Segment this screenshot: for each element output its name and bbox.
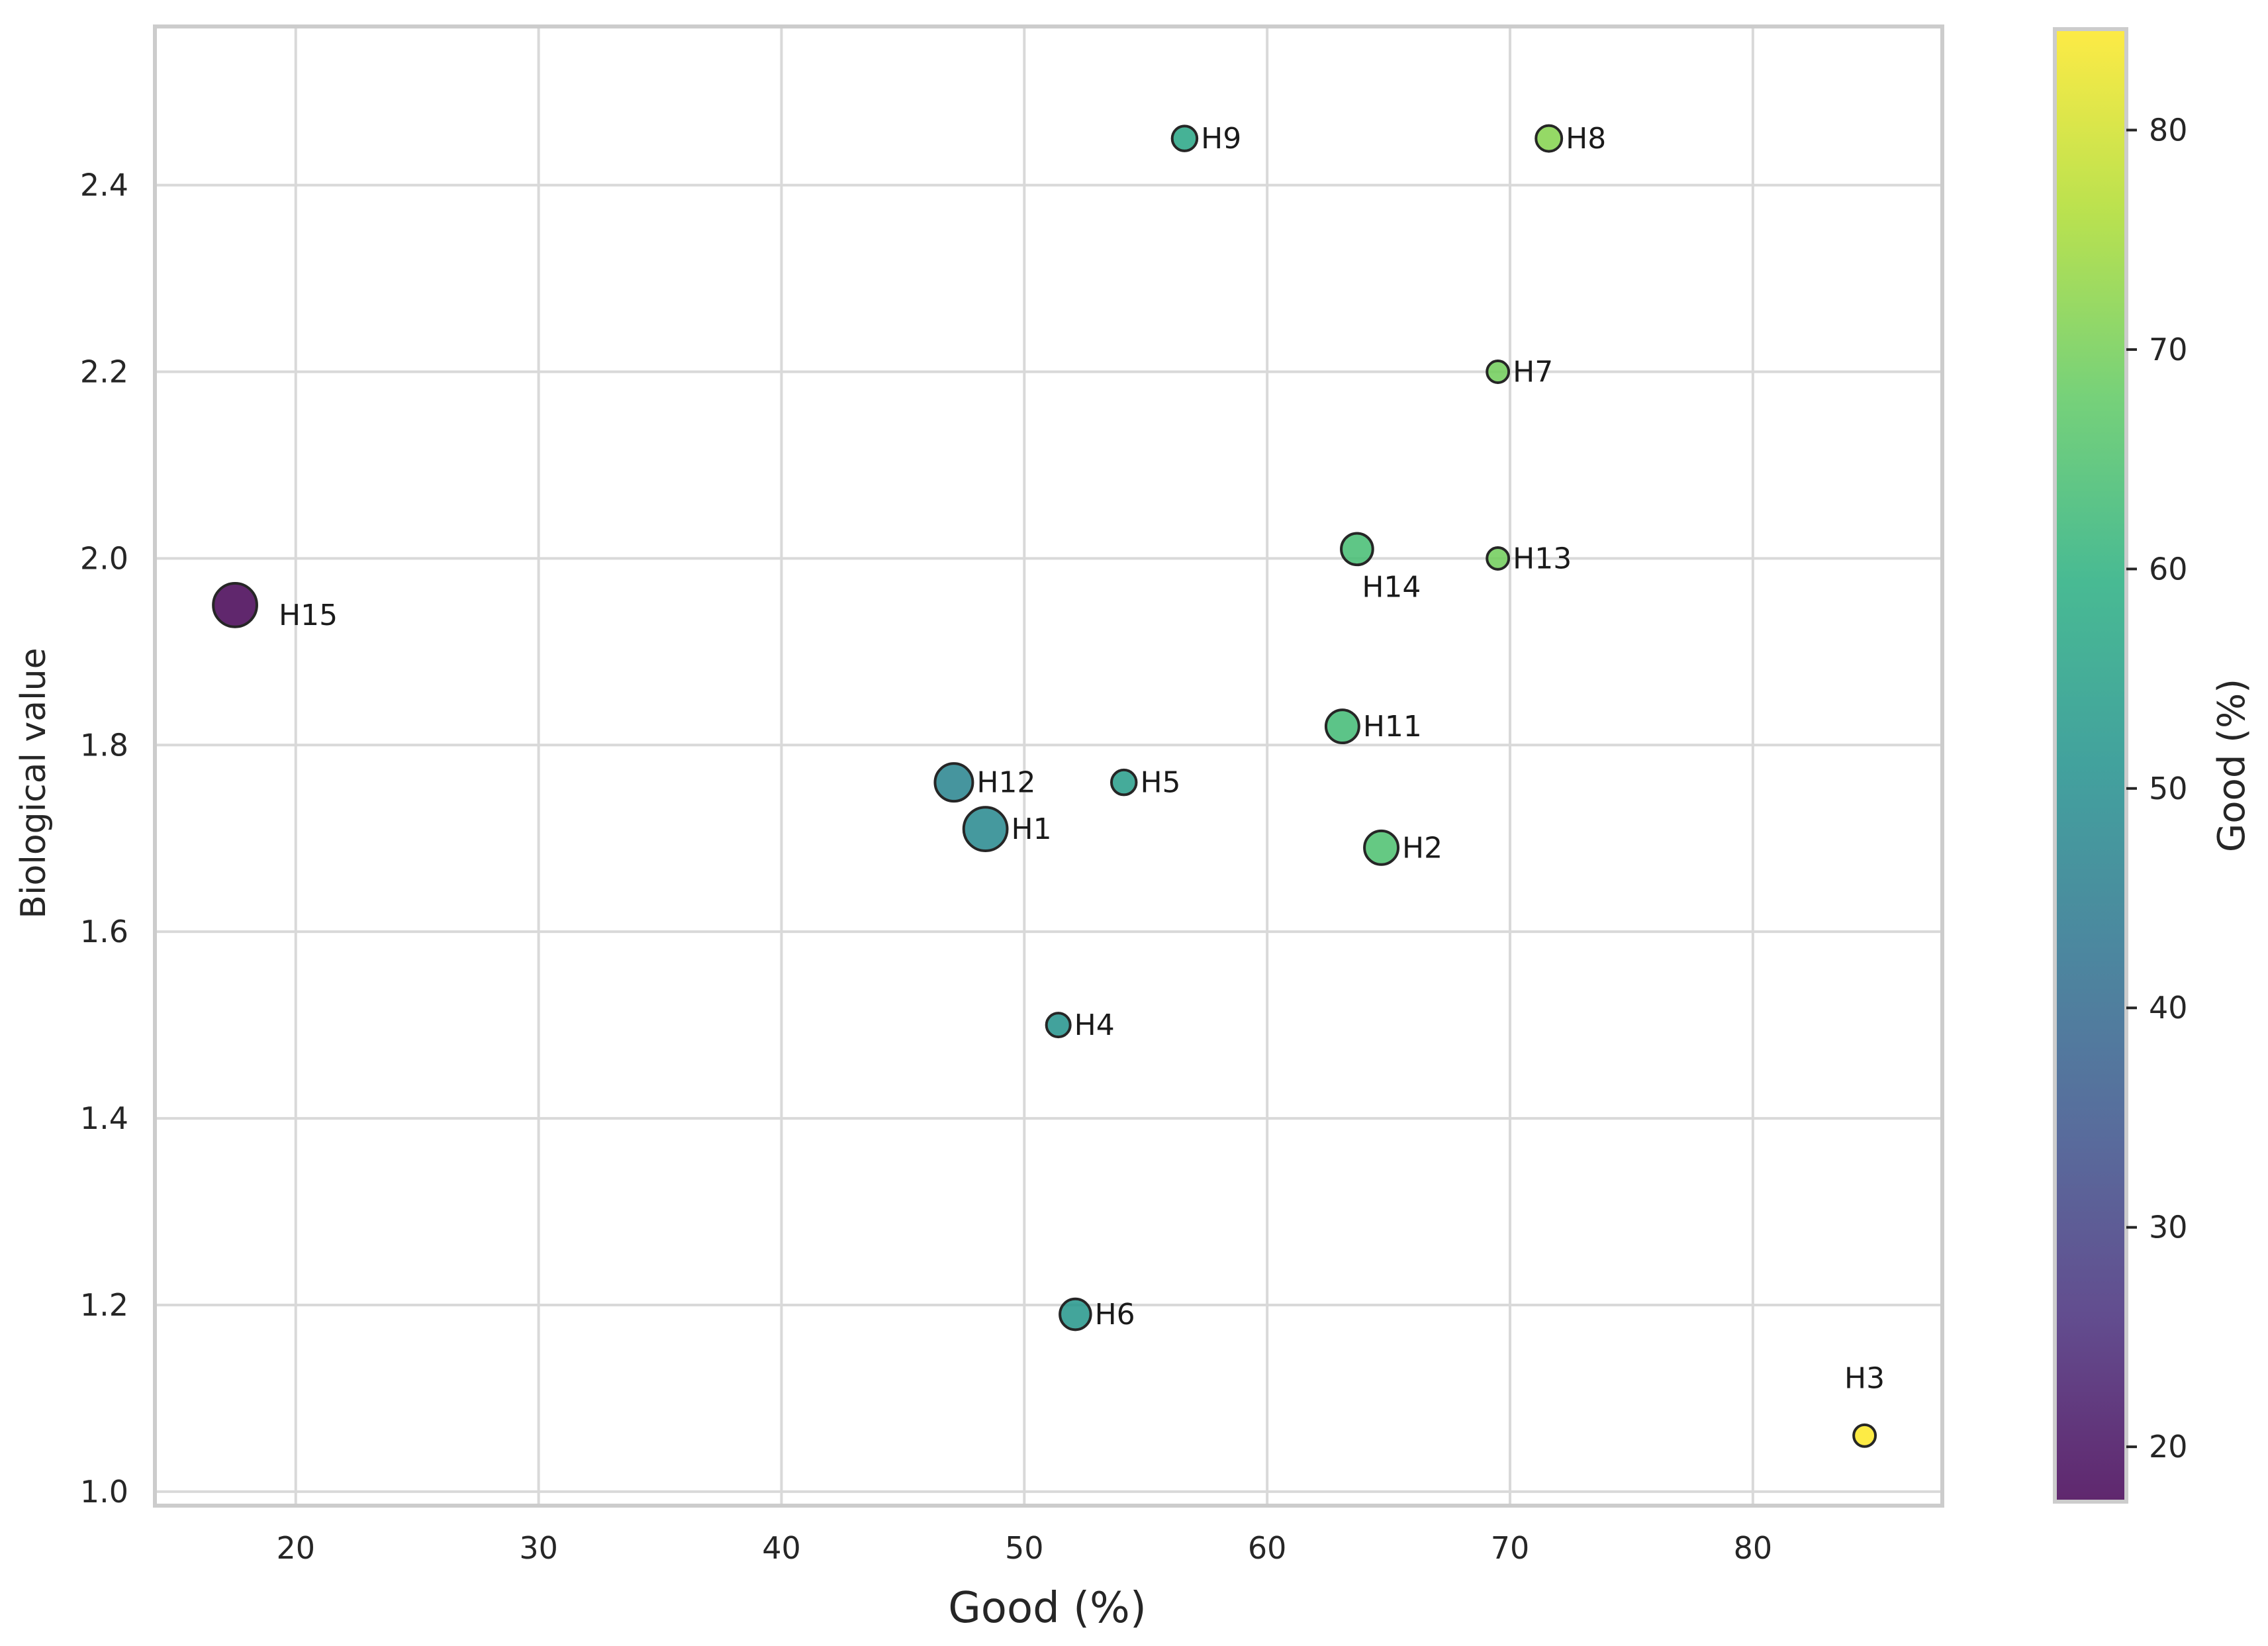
point-label-h9: H9 (1201, 122, 1241, 156)
point-labels: H1 H2 H3 H4 H5 H6 H7 H8 H9 H11 H12 H13 H14 H15 (279, 122, 1885, 1395)
point-label-h6: H6 (1095, 1298, 1135, 1331)
point-label-h4: H4 (1074, 1008, 1115, 1042)
point-label-h11: H11 (1363, 710, 1422, 744)
colorbar-tick-label: 80 (2149, 112, 2188, 148)
data-point-h11 (1324, 708, 1360, 745)
data-point-h5 (1110, 768, 1138, 797)
point-label-h1: H1 (1012, 812, 1052, 846)
plot-border (153, 24, 1944, 1508)
data-point-h6 (1059, 1297, 1092, 1331)
point-label-h3: H3 (1844, 1361, 1885, 1395)
x-axis-title: Good (%) (948, 1584, 1147, 1633)
data-point-h13 (1486, 546, 1511, 571)
colorbar-tick-label: 50 (2149, 771, 2188, 806)
data-point-h7 (1486, 360, 1511, 384)
y-tick-label: 1.2 (80, 1287, 128, 1323)
data-point-h1 (962, 806, 1009, 853)
colorbar-tick-label: 30 (2149, 1210, 2188, 1245)
point-label-h12: H12 (976, 766, 1035, 800)
x-tick-label: 30 (519, 1530, 558, 1566)
colorbar-title: Good (%) (2210, 679, 2253, 852)
data-point-h15 (212, 581, 258, 628)
colorbar-gradient (2055, 29, 2126, 1502)
colorbar-ticks: 20 30 40 50 60 70 80 (2126, 112, 2188, 1465)
point-label-h15: H15 (279, 599, 338, 632)
data-point-h12 (933, 762, 974, 803)
x-tick-label: 80 (1734, 1530, 1773, 1566)
point-label-h13: H13 (1513, 542, 1572, 575)
y-tick-label: 2.2 (80, 354, 128, 390)
data-point-h2 (1363, 829, 1400, 866)
colorbar-tick-label: 70 (2149, 332, 2188, 367)
point-label-h7: H7 (1513, 356, 1553, 389)
point-label-h2: H2 (1402, 831, 1442, 865)
point-label-h14: H14 (1362, 570, 1421, 604)
y-tick-label: 1.0 (80, 1474, 128, 1510)
x-axis-ticks: 20 30 40 50 60 70 80 (276, 1530, 1772, 1566)
data-points (212, 124, 1877, 1448)
y-tick-label: 1.6 (80, 914, 128, 949)
y-axis-ticks: 1.0 1.2 1.4 1.6 1.8 2.0 2.2 2.4 (80, 168, 128, 1510)
point-label-h5: H5 (1140, 766, 1180, 800)
colorbar-tick-label: 60 (2149, 551, 2188, 587)
x-tick-label: 40 (762, 1530, 801, 1566)
data-point-h9 (1170, 124, 1199, 152)
point-label-h8: H8 (1566, 122, 1606, 156)
data-point-h3 (1852, 1423, 1877, 1448)
colorbar-frame (2053, 27, 2128, 1504)
x-tick-label: 70 (1491, 1530, 1530, 1566)
x-tick-label: 20 (276, 1530, 315, 1566)
colorbar (2053, 27, 2128, 1504)
y-tick-label: 2.4 (80, 168, 128, 203)
y-tick-label: 1.4 (80, 1100, 128, 1136)
plot-frame (153, 24, 1944, 1508)
x-tick-label: 50 (1005, 1530, 1044, 1566)
y-axis-title: Biological value (14, 648, 54, 918)
data-point-h8 (1535, 124, 1564, 153)
colorbar-tick-label: 20 (2149, 1429, 2188, 1465)
data-point-h4 (1045, 1012, 1072, 1039)
y-tick-label: 1.8 (80, 727, 128, 763)
y-tick-label: 2.0 (80, 540, 128, 576)
colorbar-tick-label: 40 (2149, 990, 2188, 1026)
data-point-h14 (1340, 532, 1374, 567)
x-tick-label: 60 (1248, 1530, 1287, 1566)
grid (155, 26, 1942, 1506)
